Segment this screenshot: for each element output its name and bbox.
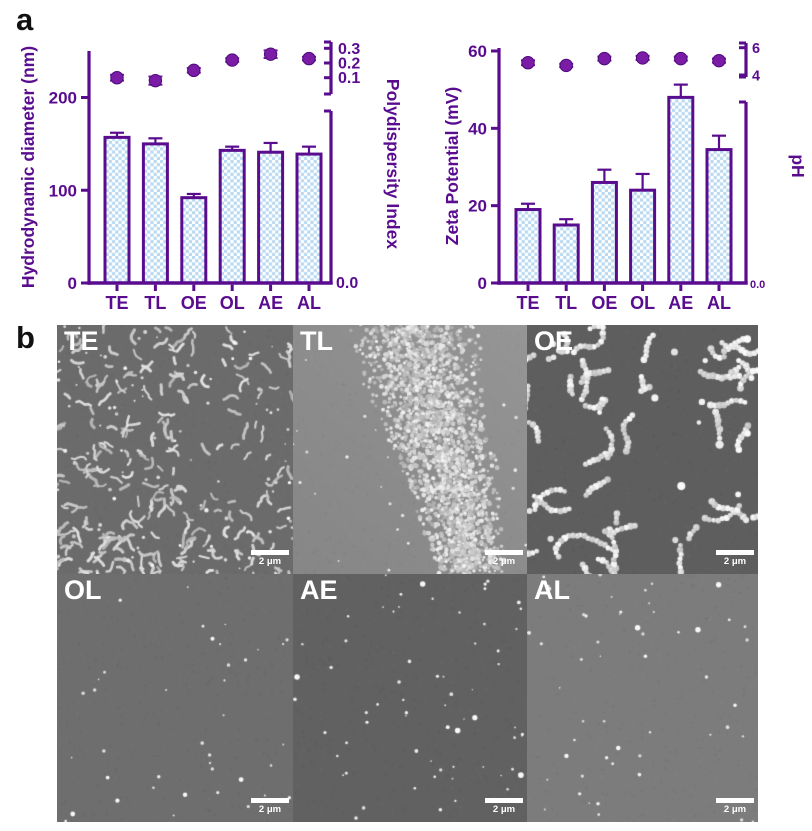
dot-TE	[110, 71, 124, 85]
bar-TE	[514, 208, 542, 285]
left-tick-label: 0	[68, 274, 77, 293]
scalebar-line	[716, 798, 754, 803]
sem-label-te: TE	[64, 326, 99, 356]
left-tick-label: 40	[468, 119, 487, 138]
scalebar-text: 2 μm	[492, 804, 516, 815]
right-axis-zero-label: 0.0	[750, 279, 765, 291]
sem-tile-ae: AE 2 μm	[293, 574, 527, 822]
x-label-OL: OL	[630, 293, 655, 313]
dot-OL	[635, 51, 650, 65]
right-axis-title: pH	[788, 154, 808, 177]
left-tick-label: 60	[468, 42, 487, 61]
x-label-OE: OE	[181, 293, 207, 313]
x-label-TE: TE	[105, 293, 128, 313]
dot-OE	[187, 63, 201, 78]
left-tick-label: 200	[49, 89, 77, 108]
scalebar-text: 2 μm	[258, 804, 282, 815]
right-axis-zero-label: 0.0	[336, 275, 358, 292]
right-tick-label: 6	[752, 41, 760, 57]
sem-label-tl: TL	[300, 326, 333, 356]
scalebar-text: 2 μm	[723, 804, 747, 815]
bar-OE	[180, 196, 208, 285]
scalebar-oe: 2 μm	[716, 550, 754, 567]
scalebar-te: 2 μm	[251, 550, 289, 567]
scalebar-text: 2 μm	[723, 556, 747, 567]
sem-label-oe: OE	[534, 326, 574, 356]
bar-OL	[629, 188, 657, 285]
scalebar-ol: 2 μm	[251, 798, 289, 815]
scalebar-text: 2 μm	[492, 556, 516, 567]
left-tick-label: 20	[468, 197, 487, 216]
dot-OL	[225, 53, 239, 67]
scalebar-text: 2 μm	[258, 556, 282, 567]
right-tick-label: 0.2	[338, 56, 360, 73]
x-label-TL: TL	[555, 293, 577, 313]
bar-AL	[705, 148, 733, 285]
x-label-TL: TL	[144, 293, 166, 313]
x-label-OE: OE	[591, 293, 617, 313]
bar-AL	[295, 152, 323, 285]
right-axis-title: Polydispersity Index	[383, 79, 403, 249]
dot-TL	[148, 73, 163, 88]
sem-micrograph-ol	[57, 574, 293, 822]
sem-tile-oe: OE 2 μm	[527, 325, 758, 574]
scalebar-line	[485, 798, 523, 803]
sem-micrograph-oe	[527, 325, 758, 574]
sem-micrograph-al	[527, 574, 758, 822]
right-tick-label: 0.3	[338, 41, 360, 58]
sem-tile-ol: OL 2 μm	[57, 574, 293, 822]
sem-micrograph-ae	[293, 574, 527, 822]
bar-OE	[590, 180, 618, 285]
x-label-AE: AE	[668, 293, 693, 313]
bar-AE	[667, 95, 695, 285]
bar-TE	[103, 135, 131, 285]
scalebar-al: 2 μm	[716, 798, 754, 815]
dot-AL	[302, 51, 316, 66]
chart-zeta-ph: TE TL OE OL AE AL 0 20 40 60 Zeta Potential (mV) 6 4…	[442, 41, 808, 313]
left-axis-title: Hydrodynamic diameter (nm)	[18, 46, 38, 288]
bar-TL	[552, 223, 580, 285]
dot-AL	[712, 53, 726, 68]
sem-tile-al: AL 2 μm	[527, 574, 758, 822]
sem-micrograph-tl	[293, 325, 527, 574]
left-axis-title: Zeta Potential (mV)	[442, 87, 462, 246]
right-tick-label: 0.1	[338, 70, 360, 87]
dot-OE	[597, 51, 612, 66]
left-tick-label: 0	[478, 274, 487, 293]
scalebar-line	[716, 550, 754, 555]
x-label-AL: AL	[707, 293, 731, 313]
scalebar-tl: 2 μm	[485, 550, 523, 567]
sem-tile-te: TE 2 μm	[57, 325, 293, 574]
dot-AE	[263, 47, 278, 61]
scalebar-line	[251, 798, 289, 803]
sem-micrograph-te	[57, 325, 293, 574]
bar-OL	[218, 148, 246, 285]
x-label-TE: TE	[516, 293, 539, 313]
bar-AE	[257, 150, 285, 285]
x-label-AE: AE	[258, 293, 283, 313]
sem-tile-tl: TL 2 μm	[293, 325, 527, 574]
sem-label-ol: OL	[64, 575, 102, 605]
sem-label-ae: AE	[300, 575, 338, 605]
dot-TL	[559, 58, 573, 73]
x-label-AL: AL	[297, 293, 321, 313]
scalebar-ae: 2 μm	[485, 798, 523, 815]
panel-a-label: a	[16, 2, 34, 37]
panel-b-label: b	[16, 320, 35, 355]
scalebar-line	[251, 550, 289, 555]
dot-TE	[521, 56, 535, 70]
dot-AE	[674, 51, 688, 66]
left-tick-label: 100	[49, 181, 77, 200]
bar-TL	[141, 142, 169, 285]
scalebar-line	[485, 550, 523, 555]
x-label-OL: OL	[220, 293, 245, 313]
right-tick-label: 4	[752, 69, 760, 85]
sem-label-al: AL	[534, 575, 570, 605]
chart-size-pdi: TE TL OE OL AE AL 0 100 200 Hydrodynamic diameter…	[18, 40, 403, 313]
